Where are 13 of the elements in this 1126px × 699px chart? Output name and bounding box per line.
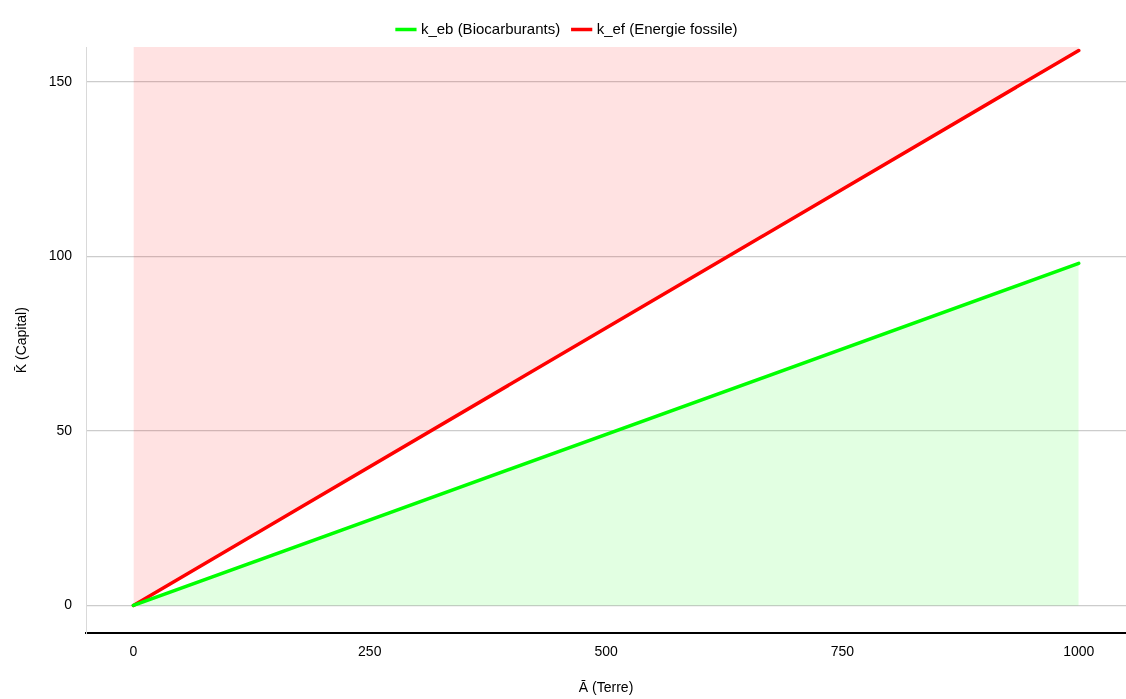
y-tick-label: 150	[48, 72, 73, 89]
y-axis-title: K̄ (Capital)	[13, 307, 30, 374]
x-tick-label: 750	[830, 642, 855, 659]
y-tick-label: 50	[56, 421, 73, 438]
legend-label: k_eb (Biocarburants)	[420, 19, 561, 37]
x-tick-label: 0	[129, 642, 138, 659]
legend-label: k_ef (Energie fossile)	[596, 19, 738, 37]
x-tick-label: 500	[594, 642, 618, 659]
x-tick-label: 250	[358, 642, 382, 659]
y-tick-label: 100	[48, 247, 73, 264]
y-tick-label: 0	[64, 596, 73, 613]
x-axis-title: Ā (Terre)	[578, 679, 634, 696]
x-tick-label: 1000	[1063, 642, 1095, 659]
